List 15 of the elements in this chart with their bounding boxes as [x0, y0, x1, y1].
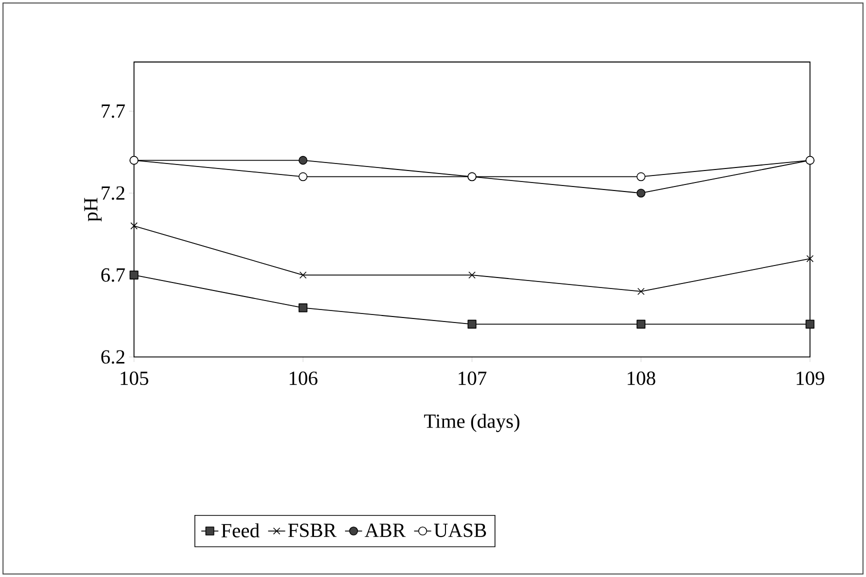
- y-tick-label: 7.7: [102, 104, 125, 118]
- legend-label: UASB: [434, 524, 486, 538]
- y-tick-label: 7.2: [102, 186, 124, 200]
- legend-label: FSBR: [288, 524, 337, 538]
- x-tick-label: 106: [290, 372, 318, 386]
- x-tick-label: 105: [120, 372, 148, 386]
- x-axis-title: Time (days): [424, 414, 520, 432]
- x-tick-label: 109: [796, 372, 824, 386]
- legend-label: ABR: [364, 524, 406, 537]
- y-tick-label: 6.7: [101, 268, 125, 282]
- x-tick-label: 108: [628, 372, 656, 386]
- y-axis-title: pH: [84, 198, 102, 222]
- legend-label: Feed: [221, 523, 260, 538]
- x-tick-label: 107: [458, 372, 486, 386]
- y-tick-label: 6.2: [101, 350, 124, 364]
